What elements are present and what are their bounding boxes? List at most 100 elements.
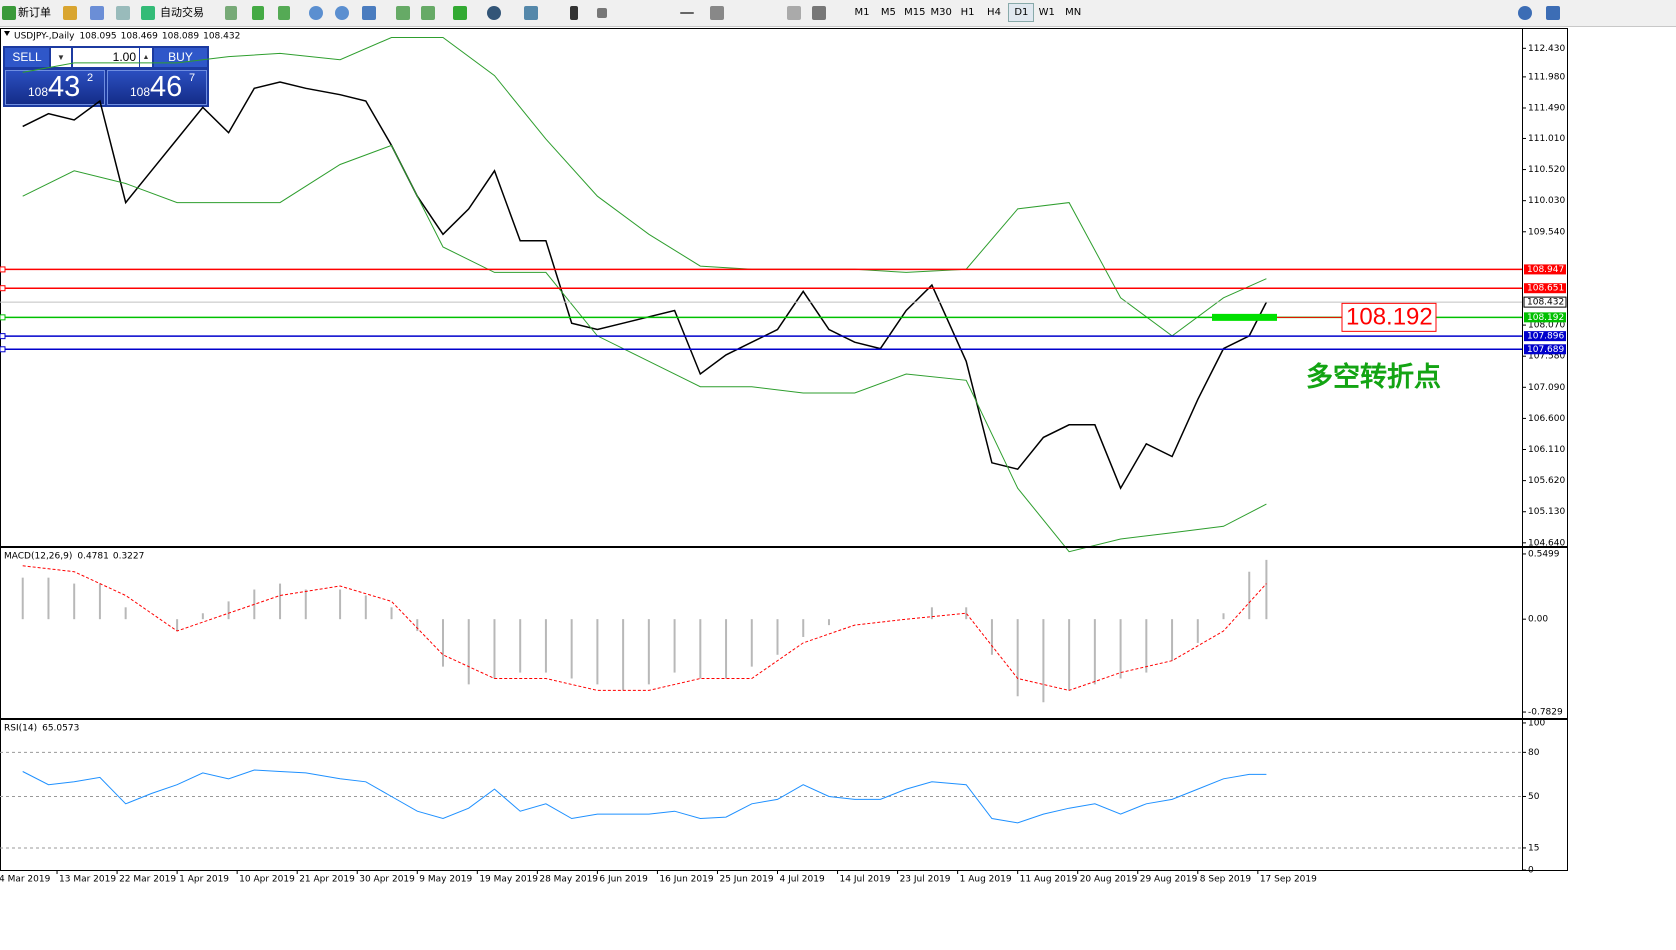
icon[interactable] <box>812 6 826 20</box>
y-tick-label: 106.110 <box>1528 445 1565 455</box>
volume-down[interactable]: ▼ <box>51 48 71 67</box>
big-figure: 108 <box>28 85 49 99</box>
icon[interactable] <box>63 6 77 20</box>
y-tick-label: 107.090 <box>1528 383 1565 393</box>
icon[interactable] <box>787 6 801 20</box>
icon[interactable] <box>225 6 237 20</box>
icon[interactable] <box>116 6 130 20</box>
timeframe[interactable]: D1 <box>1008 3 1035 22</box>
timeframe[interactable]: MN <box>1065 7 1082 18</box>
icon[interactable] <box>396 6 410 20</box>
x-tick-label: 9 May 2019 <box>419 875 472 885</box>
y-tick-label: 80 <box>1528 748 1540 758</box>
icon[interactable] <box>453 6 467 20</box>
y-tick-label: 111.490 <box>1528 103 1565 113</box>
last-price-box <box>1523 296 1567 308</box>
annotation-text: 多空转折点 <box>1306 361 1441 393</box>
icon[interactable] <box>90 6 104 20</box>
y-tick-label: -0.7829 <box>1528 708 1563 718</box>
x-tick-label: 20 Aug 2019 <box>1080 875 1138 885</box>
x-tick-label: 11 Aug 2019 <box>1020 875 1078 885</box>
line-handle <box>0 346 6 353</box>
volume-up[interactable]: ▲ <box>140 48 152 67</box>
x-tick-label: 17 Sep 2019 <box>1260 875 1317 885</box>
x-tick-label: 30 Apr 2019 <box>359 875 415 885</box>
price-label-box <box>1524 331 1566 342</box>
x-tick-label: 10 Apr 2019 <box>239 875 295 885</box>
icon[interactable] <box>710 6 724 20</box>
x-tick-label: 29 Aug 2019 <box>1140 875 1198 885</box>
x-tick-label: 28 May 2019 <box>539 875 598 885</box>
callout-value: 108.192 <box>1346 304 1433 331</box>
timeframe[interactable]: H4 <box>987 7 1001 18</box>
x-tick-label: 13 Mar 2019 <box>59 875 116 885</box>
y-tick-label: 104.640 <box>1528 538 1565 548</box>
x-tick-label: 4 Mar 2019 <box>0 875 51 885</box>
auto-trading-icon[interactable] <box>141 6 155 20</box>
chart-frame <box>0 28 1568 871</box>
price-label-box <box>1524 344 1566 355</box>
fraction: 7 <box>189 72 196 84</box>
icon[interactable] <box>278 6 290 20</box>
auto-trading[interactable]: 自动交易 <box>160 6 204 19</box>
search-icon[interactable] <box>1518 6 1532 20</box>
icon[interactable] <box>524 6 538 20</box>
icon[interactable] <box>252 6 264 20</box>
x-tick-label: 6 Jun 2019 <box>599 875 648 885</box>
sell-button[interactable]: SELL <box>5 48 49 67</box>
y-tick-label: 50 <box>1528 792 1540 802</box>
indicator-title: RSI(14) <box>4 724 37 734</box>
timeframe[interactable]: M15 <box>904 7 926 18</box>
timeframe[interactable]: M5 <box>880 7 896 18</box>
y-tick-label: 111.980 <box>1528 72 1565 82</box>
icon[interactable] <box>1546 6 1560 20</box>
icon[interactable] <box>487 6 501 20</box>
one-click-trading: SELL ▼ 1.00 ▲ BUY 108 43 2 108 46 7 <box>3 46 209 107</box>
icon[interactable] <box>570 6 578 20</box>
y-tick-label: 0.00 <box>1528 615 1548 625</box>
series-line <box>22 769 1267 824</box>
y-tick-label: 110.520 <box>1528 165 1565 175</box>
bid-price[interactable]: 108 43 2 <box>5 70 105 105</box>
new-order[interactable]: 新订单 <box>18 6 51 19</box>
y-tick-label: 111.010 <box>1528 134 1565 144</box>
x-tick-label: 22 Mar 2019 <box>119 875 176 885</box>
readout-value: 108.469 <box>121 32 158 42</box>
icon[interactable] <box>421 6 435 20</box>
new-order-icon[interactable] <box>2 6 16 20</box>
icon[interactable] <box>335 6 349 20</box>
timeframe[interactable]: H1 <box>960 7 975 18</box>
x-tick-label: 1 Aug 2019 <box>960 875 1012 885</box>
timeframe[interactable]: W1 <box>1038 7 1055 18</box>
x-tick-label: 16 Jun 2019 <box>659 875 713 885</box>
x-tick-label: 21 Apr 2019 <box>299 875 355 885</box>
icon[interactable] <box>680 12 694 14</box>
signal-line <box>22 565 1267 691</box>
x-tick-label: 8 Sep 2019 <box>1200 875 1252 885</box>
y-tick-label: 100 <box>1528 718 1545 728</box>
ask-price[interactable]: 108 46 7 <box>107 70 207 105</box>
buy-button[interactable]: BUY <box>154 48 207 67</box>
indicator-title: USDJPY-,Daily <box>14 32 75 42</box>
icon[interactable] <box>362 6 376 20</box>
y-tick-label: 105.130 <box>1528 507 1565 517</box>
timeframe[interactable]: M1 <box>854 7 870 18</box>
last-price-label: 108.432 <box>1527 298 1564 308</box>
readout-value: 0.4781 <box>77 552 109 562</box>
line-handle <box>0 314 6 321</box>
x-tick-label: 1 Apr 2019 <box>179 875 229 885</box>
line-handle <box>0 285 6 292</box>
volume-input[interactable]: 1.00 <box>73 48 139 67</box>
icon[interactable] <box>309 6 323 20</box>
y-tick-label: 0.5499 <box>1528 549 1560 559</box>
y-tick-label: 105.620 <box>1528 476 1565 486</box>
series-line <box>22 37 1267 337</box>
price-label: 107.689 <box>1527 345 1564 355</box>
y-tick-label: 108.070 <box>1528 321 1565 331</box>
y-tick-label: 0 <box>1528 866 1534 876</box>
pips: 43 <box>48 71 81 103</box>
line-handle <box>0 266 6 273</box>
callout-box <box>1341 302 1437 332</box>
timeframe[interactable]: M30 <box>930 7 952 18</box>
icon[interactable] <box>597 8 607 18</box>
